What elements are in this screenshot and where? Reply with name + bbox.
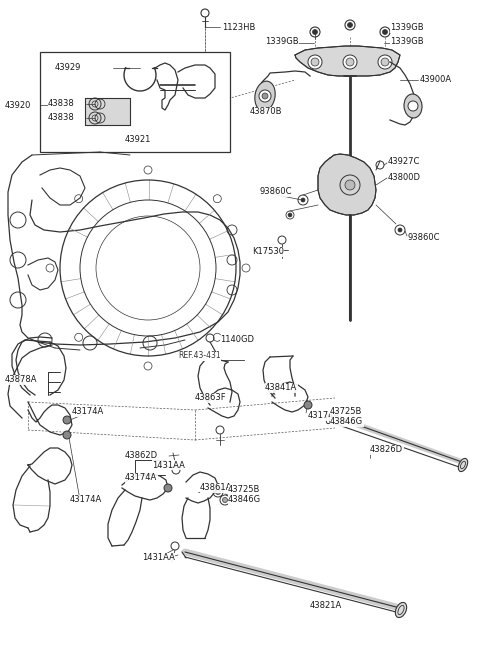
Circle shape [311, 58, 319, 66]
Text: 43174A: 43174A [70, 496, 102, 505]
Text: 43921: 43921 [125, 136, 151, 144]
Ellipse shape [255, 81, 275, 111]
Circle shape [308, 55, 322, 69]
Circle shape [408, 101, 418, 111]
Circle shape [345, 180, 355, 190]
Text: 43841A: 43841A [265, 384, 297, 393]
Bar [40, 52, 230, 152]
Text: 1140GD: 1140GD [220, 335, 254, 345]
Text: 1339GB: 1339GB [390, 24, 424, 32]
Text: 43861A: 43861A [200, 484, 232, 492]
Circle shape [164, 484, 172, 492]
Text: 43174A: 43174A [72, 407, 104, 416]
Text: 43800D: 43800D [388, 173, 421, 183]
Text: 43862D: 43862D [125, 451, 158, 459]
Text: 43174A: 43174A [125, 474, 157, 482]
Text: 43927C: 43927C [388, 158, 420, 167]
Circle shape [259, 90, 271, 102]
Polygon shape [85, 98, 130, 125]
Circle shape [304, 401, 312, 409]
Circle shape [332, 415, 338, 421]
Text: 43838: 43838 [48, 113, 75, 123]
Text: 1431AA: 1431AA [152, 461, 185, 469]
Text: 1339GB: 1339GB [390, 38, 424, 47]
Text: 1123HB: 1123HB [222, 22, 255, 32]
Circle shape [262, 93, 268, 99]
Circle shape [378, 55, 392, 69]
Circle shape [216, 490, 220, 494]
Polygon shape [318, 154, 376, 215]
Text: 43863F: 43863F [195, 393, 227, 403]
Text: 43826D: 43826D [370, 445, 403, 455]
Circle shape [381, 58, 389, 66]
Circle shape [223, 498, 228, 503]
Circle shape [346, 58, 354, 66]
Circle shape [348, 22, 352, 28]
Text: 43174A: 43174A [308, 411, 340, 420]
Text: 43878A: 43878A [5, 376, 37, 384]
Text: 43725B: 43725B [228, 486, 260, 494]
Circle shape [398, 228, 402, 232]
Text: 93860C: 93860C [408, 233, 441, 243]
Circle shape [288, 213, 292, 217]
Text: 1431AA: 1431AA [142, 554, 175, 563]
Text: 43838: 43838 [48, 100, 75, 109]
Text: 43900A: 43900A [420, 76, 452, 84]
Text: 43920: 43920 [5, 101, 31, 109]
Text: REF.43-431: REF.43-431 [178, 351, 221, 360]
Text: 43725B: 43725B [330, 407, 362, 416]
Text: 43846G: 43846G [330, 418, 363, 426]
Circle shape [63, 416, 71, 424]
Ellipse shape [396, 602, 407, 617]
Text: 43929: 43929 [55, 63, 82, 72]
Text: 43821A: 43821A [310, 600, 342, 610]
Ellipse shape [404, 94, 422, 118]
Polygon shape [295, 46, 400, 76]
Circle shape [383, 30, 387, 34]
Text: 43846G: 43846G [228, 496, 261, 505]
Circle shape [63, 431, 71, 439]
Circle shape [301, 198, 305, 202]
Text: 93860C: 93860C [260, 188, 292, 196]
Circle shape [312, 30, 317, 34]
Ellipse shape [458, 459, 468, 472]
Text: K17530: K17530 [252, 248, 284, 256]
Circle shape [343, 55, 357, 69]
Text: 43870B: 43870B [250, 107, 283, 117]
Text: 1339GB: 1339GB [265, 38, 299, 47]
